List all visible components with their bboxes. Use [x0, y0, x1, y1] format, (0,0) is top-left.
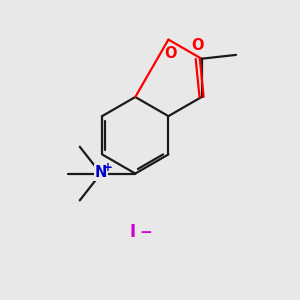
- Text: O: O: [191, 38, 204, 53]
- Text: I: I: [129, 224, 135, 242]
- Text: +: +: [102, 160, 112, 174]
- Text: O: O: [164, 46, 177, 61]
- Text: −: −: [139, 225, 152, 240]
- Text: N: N: [94, 165, 107, 180]
